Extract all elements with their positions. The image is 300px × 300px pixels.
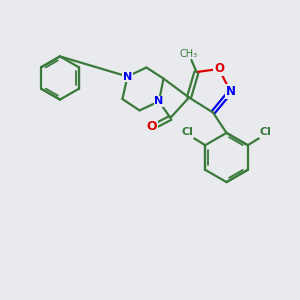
- Text: N: N: [225, 85, 236, 98]
- Text: CH₃: CH₃: [180, 49, 198, 59]
- Text: N: N: [154, 96, 164, 106]
- Text: N: N: [123, 71, 132, 82]
- Text: O: O: [214, 62, 224, 76]
- Text: O: O: [146, 120, 157, 134]
- Text: Cl: Cl: [260, 127, 272, 137]
- Text: Cl: Cl: [181, 127, 193, 137]
